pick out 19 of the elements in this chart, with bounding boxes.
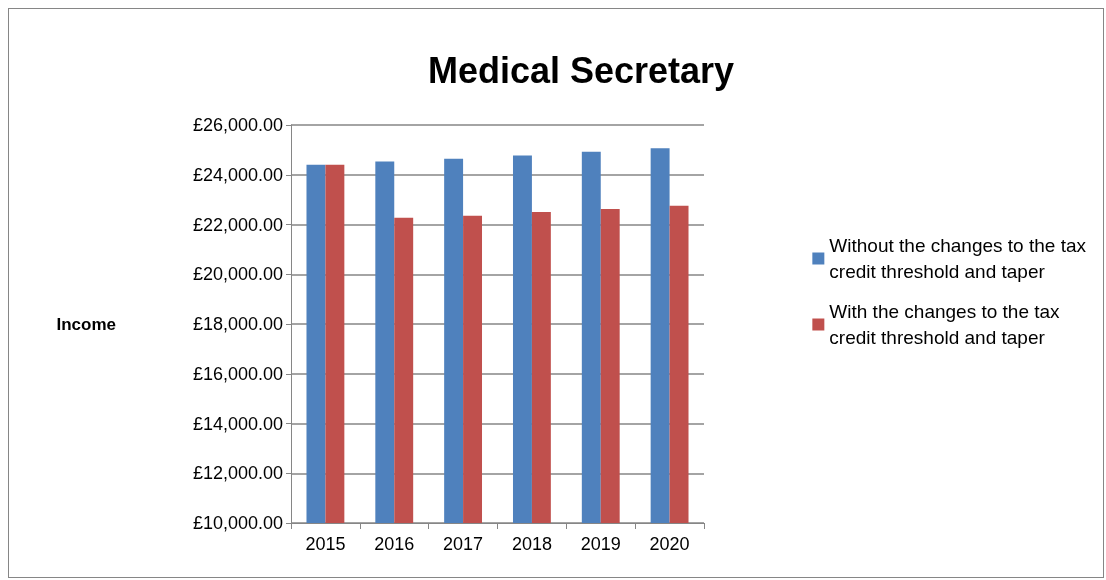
y-tick-label: £10,000.00 <box>192 513 283 533</box>
y-tick-label: £26,000.00 <box>192 115 283 135</box>
x-tick-label: 2015 <box>305 534 346 554</box>
y-tick-label: £20,000.00 <box>192 264 283 285</box>
y-tick-label: £18,000.00 <box>192 314 283 334</box>
x-tick-label: 2019 <box>580 534 621 554</box>
y-tick-label: £14,000.00 <box>192 413 283 434</box>
legend-label: Without the changes to the tax credit threshold and taper <box>829 235 1087 282</box>
y-tick-label: £16,000.00 <box>192 363 283 384</box>
chart-title: Medical Secretary <box>427 49 735 91</box>
y-tick-label: £12,000.00 <box>192 463 283 484</box>
y-axis-title: Income <box>56 314 116 334</box>
x-tick-label: 2017 <box>443 534 484 554</box>
legend-label: With the changes to the tax credit threshold and taper <box>829 301 1061 348</box>
y-tick-label: £24,000.00 <box>192 164 283 185</box>
x-tick-label: 2020 <box>649 534 690 554</box>
x-tick-label: 2018 <box>511 534 552 554</box>
x-tick-label: 2016 <box>374 534 415 554</box>
y-tick-label: £22,000.00 <box>192 214 283 235</box>
